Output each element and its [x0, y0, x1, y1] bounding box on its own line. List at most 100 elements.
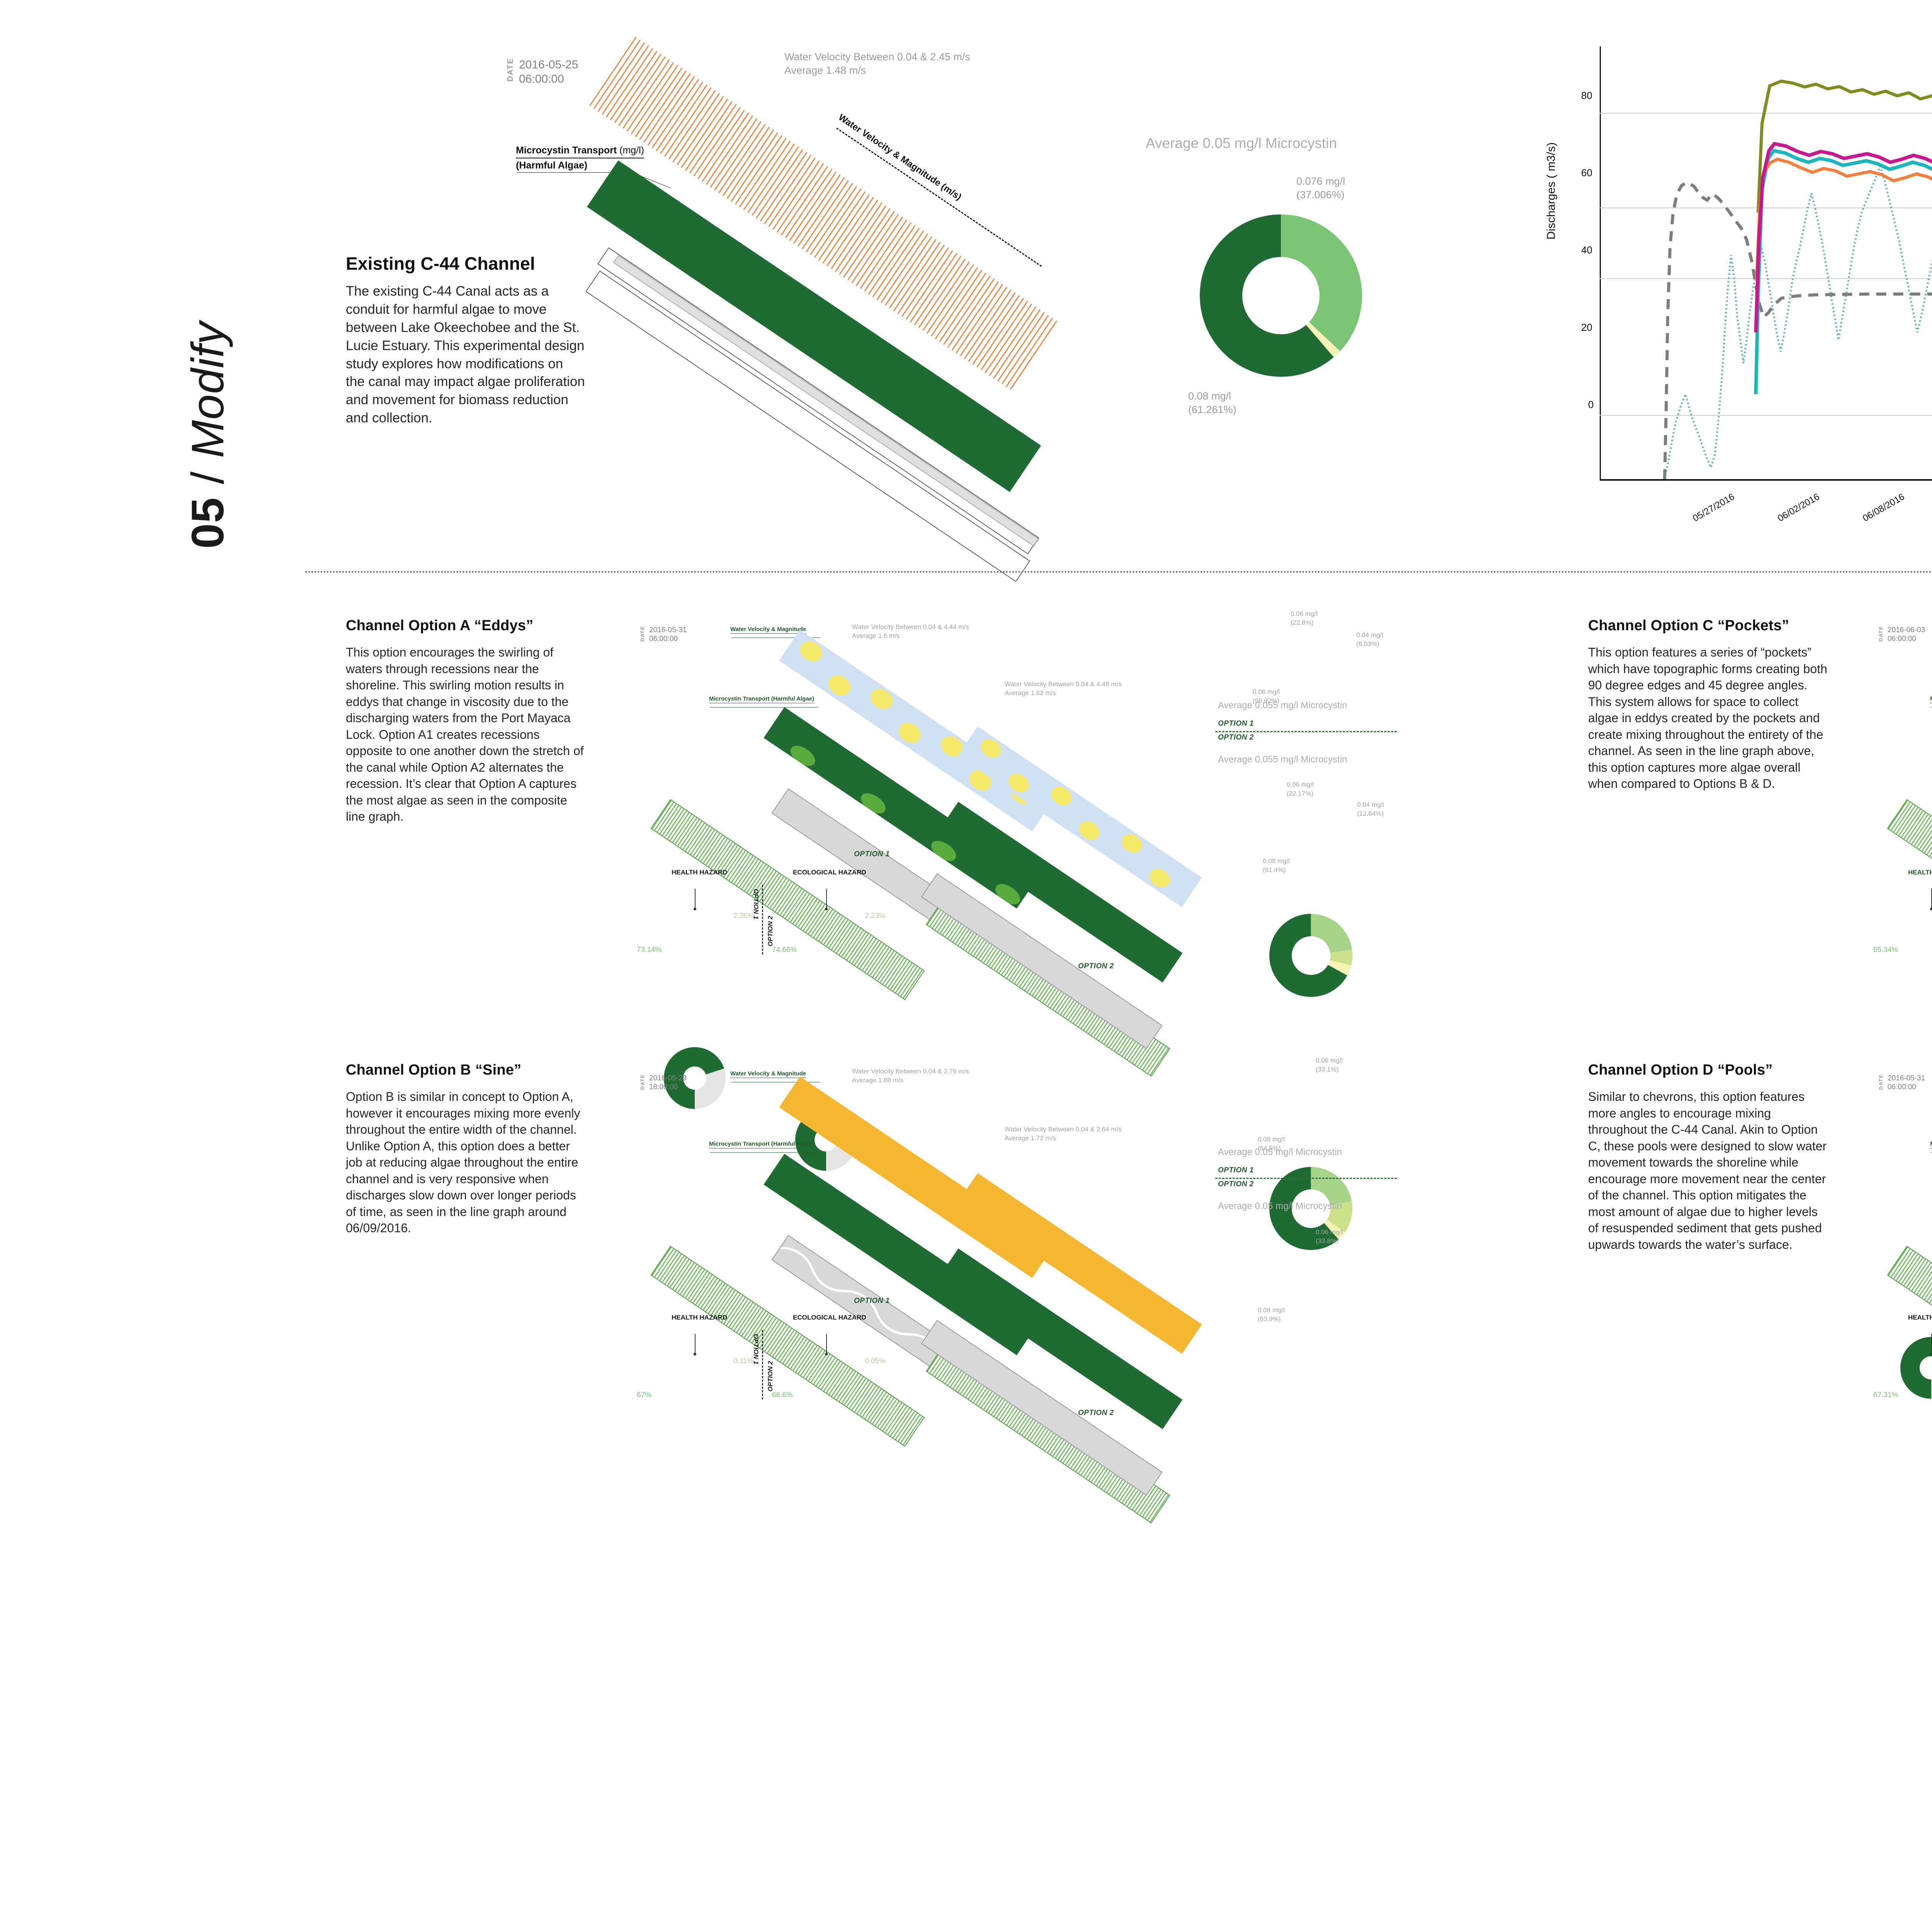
option-c-date-value: 2016-06-03 — [1888, 626, 1925, 634]
option-a-donut2-label-2: 0.04 mg/l (12.64%) — [1357, 801, 1384, 817]
chart-y-axis-line — [1600, 46, 1601, 479]
option-b-gauge-option1-label: OPTION 1 — [752, 1334, 760, 1365]
date-label: DATE — [506, 58, 515, 82]
chart-x-axis-line — [1600, 479, 1932, 481]
series-option-d — [1754, 142, 1932, 333]
option-b-donut2-label-1: 0.06 mg/l (33.8%) — [1316, 1228, 1343, 1245]
option-a-gauge2-needle — [826, 889, 827, 909]
existing-channel-title: Existing C-44 Channel — [346, 253, 535, 274]
option-a-artwork-option2-label: OPTION 2 — [1078, 962, 1114, 970]
option-b-artwork-option2-label: OPTION 2 — [1078, 1409, 1114, 1417]
chart-gridline — [1600, 113, 1932, 114]
option-a-donut2-label-1: 0.06 mg/l (22.17%) — [1287, 781, 1314, 797]
option-b-microcystin-callout: Microcystin Transport (Harmful Algae) — [709, 1141, 814, 1148]
option-a-velocity-callout: Water Velocity & Magnitude — [730, 626, 806, 634]
option-a-body: This option encourages the swirling of w… — [346, 645, 584, 824]
option-c-time-value: 06:00:00 — [1888, 634, 1916, 643]
option-a-title: Channel Option A “Eddys” — [346, 617, 534, 634]
option-b-donut-option1-label: OPTION 1 — [1218, 1166, 1254, 1174]
option-a-donut2-label-3: 0.08 mg/l (61.4%) — [1263, 857, 1290, 874]
date-label: DATE — [1878, 1074, 1884, 1090]
existing-donut-slice1-label: 0.076 mg/l (37.006%) — [1296, 175, 1345, 202]
option-a-gauge1-green-pct: 73.14% — [637, 946, 662, 954]
option-b-gauge1-label: HEALTH HAZARD — [672, 1314, 728, 1321]
option-b-velocity-callout: Water Velocity & Magnitude — [730, 1070, 806, 1078]
chart-gridline — [1600, 278, 1932, 279]
series-existing-channel — [1663, 180, 1932, 479]
chart-gridline — [1600, 415, 1932, 416]
velocity-range: Water Velocity Between 0.04 & 2.64 m/s — [1005, 1126, 1122, 1133]
callout-title: Microcystin Transport (mg/l) — [516, 145, 645, 158]
option-b-gauge2-grey-pct: 0.05% — [865, 1357, 886, 1365]
slice1-value: 0.076 mg/l — [1296, 175, 1345, 187]
existing-time-value: 06:00:00 — [519, 72, 564, 85]
option-c-date-stamp: DATE 2016-06-03 06:00:00 — [1878, 626, 1925, 644]
option-c-title: Channel Option C “Pockets” — [1588, 617, 1789, 634]
option-a-donut1-label-2: 0.04 mg/l (6.03%) — [1356, 631, 1383, 648]
existing-microcystin-callout: Microcystin Transport (mg/l) (Harmful Al… — [516, 145, 645, 171]
option-c-gauge1-needle-dot — [1930, 908, 1932, 910]
existing-velocity-range: Water Velocity Between 0.04 & 2.45 m/s — [784, 51, 970, 63]
option-b-velocity-note-2: Water Velocity Between 0.04 & 2.64 m/s A… — [1005, 1125, 1122, 1143]
option-c-hatched-ribbon-1 — [1887, 799, 1932, 1000]
date-label: DATE — [639, 626, 645, 642]
option-a-gauge1-needle-dot — [694, 908, 696, 910]
chart-y-axis-title: Discharges ( m3/s) — [1545, 142, 1558, 240]
chart-y-tick-80: 80 — [1581, 90, 1592, 101]
option-b-donut1-title: Average 0.05 mg/l Microcystin — [1218, 1147, 1342, 1157]
option-a-donut1-title: Average 0.055 mg/l Microcystin — [1218, 700, 1347, 711]
existing-donut-slice2-label: 0.08 mg/l (61.261%) — [1188, 389, 1236, 417]
option-c-gauge1-label: HEALTH HAZARD — [1908, 869, 1932, 876]
option-b-gauge2-green-pct: 66.6% — [772, 1391, 793, 1399]
chart-y-tick-20: 20 — [1581, 321, 1592, 333]
option-d-date-stamp: DATE 2016-05-31 06:00:00 — [1878, 1074, 1925, 1092]
option-b-gauge-option2-label: OPTION 2 — [767, 1361, 774, 1392]
option-b-donut2-label-2: 0.08 mg/l (63.9%) — [1258, 1306, 1285, 1323]
option-d-title: Channel Option D “Pools” — [1588, 1062, 1773, 1078]
option-b-time-value: 18:00:00 — [649, 1083, 678, 1091]
series-option-c — [1755, 157, 1932, 279]
option-a-gauge2-label: ECOLOGICAL HAZARD — [793, 869, 866, 876]
option-a-microcystin-callout: Microcystin Transport (Harmful Algae) — [709, 696, 814, 703]
option-c-gauge1-green-pct: 65.34% — [1873, 946, 1898, 954]
option-d-text-block: Channel Option D “Pools” Similar to chev… — [1588, 1062, 1828, 1253]
velocity-average: Average 1.72 m/s — [1005, 1134, 1056, 1142]
option-a-donut-option2-label: OPTION 2 — [1218, 733, 1254, 742]
callout-main-text: Microcystin Transport — [516, 145, 617, 156]
chart-gridline — [1600, 207, 1932, 208]
velocity-average: Average 1.62 m/s — [1005, 689, 1056, 697]
option-a-gauge2-needle-dot — [825, 908, 828, 910]
series-option-b — [1754, 149, 1932, 395]
existing-donut-chart — [1200, 214, 1362, 377]
option-a-donut-2 — [1269, 1167, 1352, 1250]
option-b-gauge2-label: ECOLOGICAL HAZARD — [793, 1314, 866, 1321]
option-a-gauge1-needle — [695, 889, 696, 909]
option-b-text-block: Channel Option B “Sine” Option B is simi… — [346, 1062, 585, 1236]
option-a-date-stamp: DATE 2016-05-31 06:00:00 — [639, 626, 687, 644]
chart-plot-area — [1663, 79, 1932, 479]
option-b-velocity-note-1: Water Velocity Between 0.04 & 2.76 m/s A… — [852, 1067, 969, 1085]
callout-leader-line — [517, 172, 633, 173]
option-d-microcystin-callout: Microcystin Transport (Harmful Algae) — [1930, 1141, 1932, 1148]
option-c-microcystin-callout: Microcystin Transport (Harmful Algae) — [1930, 696, 1932, 703]
section-separator: / — [182, 458, 233, 497]
option-b-gauge1-needle-dot — [694, 1353, 696, 1355]
page-section-title: 05 / Modify — [182, 201, 236, 549]
option-d-gauge1-label: HEALTH HAZARD — [1908, 1314, 1932, 1321]
velocity-range: Water Velocity Between 0.04 & 4.48 m/s — [1005, 680, 1122, 688]
section-number: 05 — [182, 497, 233, 549]
chart-y-tick-0: 0 — [1588, 399, 1594, 410]
option-a-date-value: 2016-05-31 — [649, 626, 687, 634]
option-a-artwork-option1-label: OPTION 1 — [854, 850, 890, 858]
option-c-body: This option features a series of “pocket… — [1588, 645, 1828, 791]
option-a-donut-1 — [1269, 914, 1352, 997]
chart-y-tick-40: 40 — [1581, 244, 1592, 256]
option-d-date-value: 2016-05-31 — [1888, 1074, 1925, 1082]
eddy-blobs — [980, 739, 1170, 888]
velocity-average: Average 1.6 m/s — [852, 632, 900, 639]
chart-x-tick: 06/02/2016 — [1776, 492, 1821, 524]
slice1-pct: (37.006%) — [1296, 189, 1345, 201]
chart-x-tick: 05/27/2016 — [1691, 492, 1736, 524]
option-a-gauge1-label: HEALTH HAZARD — [672, 869, 728, 876]
chart-x-tick: 06/08/2016 — [1861, 492, 1906, 524]
